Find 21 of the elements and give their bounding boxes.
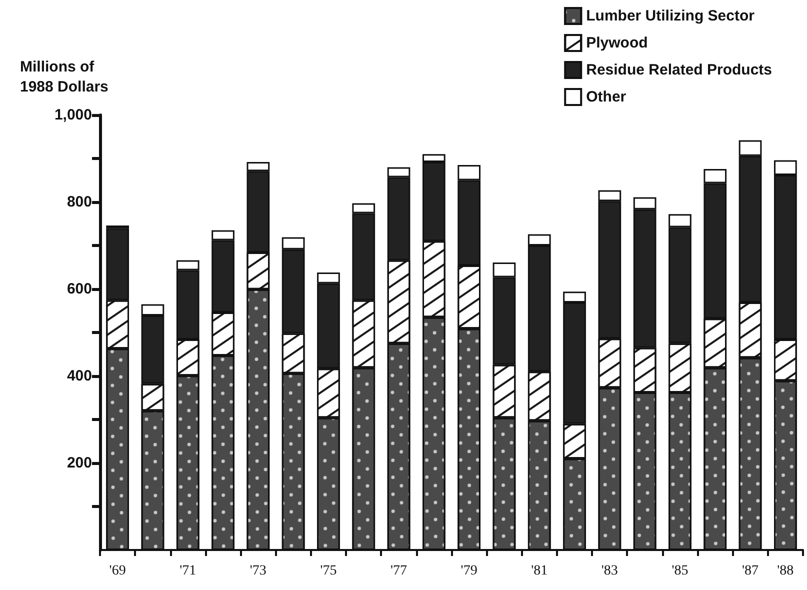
legend-label: Plywood <box>586 34 648 52</box>
x-tick-label: '69 <box>109 564 126 578</box>
x-tick-label: '83 <box>601 564 618 578</box>
x-tick-label: '77 <box>390 564 408 578</box>
legend-label: Residue Related Products <box>586 62 772 78</box>
text: 200 <box>66 454 92 472</box>
x-tick-label: '73 <box>250 564 266 578</box>
y-axis-title: Millions of 1988 Dollars <box>20 58 108 96</box>
legend-label: Other <box>586 88 626 106</box>
y-tick-label: 800 <box>66 194 92 210</box>
y-tick-label: 1,000 <box>54 106 92 124</box>
y-tick-label: 600 <box>66 280 92 298</box>
x-tick-label: '81 <box>531 564 548 578</box>
x-tick-label: '88 <box>777 564 794 578</box>
y-tick-label: 400 <box>66 368 92 384</box>
x-tick-label: '87 <box>742 564 759 578</box>
x-tick-label: '71 <box>180 564 196 578</box>
legend-label: Lumber Utilizing Sector <box>586 8 755 24</box>
x-tick-label: '85 <box>672 564 688 578</box>
x-tick-label: '79 <box>460 564 478 578</box>
x-tick-label: '75 <box>320 564 337 578</box>
